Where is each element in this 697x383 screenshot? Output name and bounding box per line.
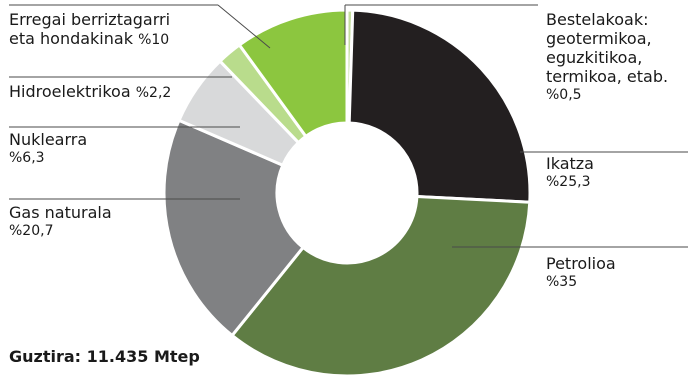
label-bestelakoak-line-4: termikoa, etab. [546,67,669,86]
label-bestelakoak: Bestelakoak: geotermikoa, eguzkitikoa, t… [546,10,668,105]
label-nuklearra-name: Nuklearra [9,130,88,149]
slice-gas-naturala [162,118,306,338]
value-gas-naturala: %20,7 [9,223,54,239]
label-bestelakoak-line-3: eguzkitikoa, [546,48,643,67]
label-erregai-line-1: Erregai berriztagarri [9,10,171,29]
donut-slices [162,8,532,378]
value-nuklearra: %6,3 [9,150,45,166]
leader-lines [9,4,688,248]
label-nuklearra: Nuklearra %6,3 [9,130,87,168]
label-bestelakoak-line-2: geotermikoa, [546,29,652,48]
value-bestelakoak: %0,5 [546,87,582,103]
label-gas-naturala: Gas naturala %20,7 [9,203,112,241]
value-petrolioa: %35 [546,274,578,290]
value-hidroelektrikoa: %2,2 [135,85,172,101]
leader-line-erregai-berriztagarri [217,4,271,49]
label-hidroelektrikoa: Hidroelektrikoa %2,2 [9,82,171,103]
slice-erregai-berriztagarri [237,8,349,139]
value-erregai-berriztagarri: %10 [138,32,170,48]
slice-ikatza [347,8,532,204]
label-erregai-line-2: eta hondakinak [9,29,133,48]
label-ikatza-name: Ikatza [546,154,594,173]
label-bestelakoak-line-1: Bestelakoak: [546,10,649,29]
label-petrolioa: Petrolioa %35 [546,254,616,292]
total-label: Guztira: 11.435 Mtep [9,347,200,366]
label-gas-naturala-name: Gas naturala [9,203,112,222]
label-ikatza: Ikatza %25,3 [546,154,594,192]
label-petrolioa-name: Petrolioa [546,254,616,273]
slice-petrolioa [230,194,532,378]
label-hidroelektrikoa-name: Hidroelektrikoa [9,82,131,101]
value-ikatza: %25,3 [546,174,591,190]
label-erregai-berriztagarri: Erregai berriztagarri eta hondakinak %10 [9,10,170,50]
